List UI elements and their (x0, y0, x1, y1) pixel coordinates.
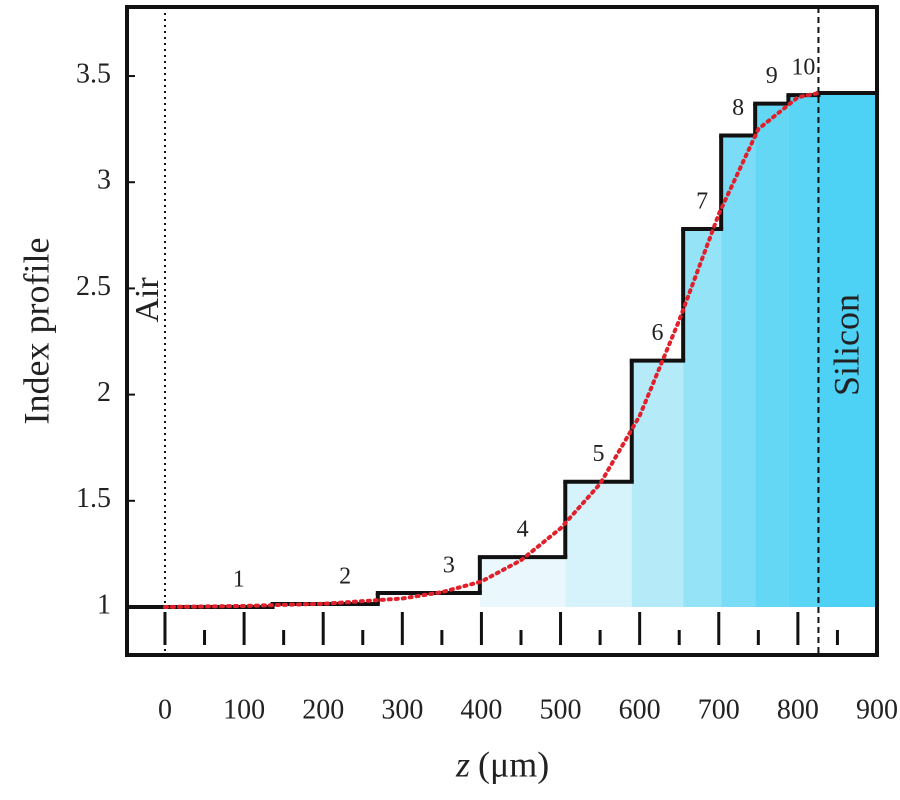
y-tick-label: 3 (97, 165, 111, 196)
layer-fill (721, 135, 756, 607)
x-tick-label: 0 (158, 694, 172, 725)
layer-label: 8 (732, 95, 744, 121)
y-tick-label: 2 (97, 377, 111, 408)
x-tick-label: 200 (302, 694, 344, 725)
layer-label: 5 (593, 441, 605, 467)
layer-label: 1 (233, 567, 245, 593)
y-tick-label: 2.5 (76, 271, 111, 302)
layer-label: 9 (766, 63, 778, 89)
layer-label: 3 (443, 552, 455, 578)
layer-label: 4 (517, 517, 529, 543)
x-tick-label: 400 (460, 694, 502, 725)
layer-label: 2 (339, 564, 351, 590)
air-label: Air (129, 277, 166, 323)
layer-fill (565, 481, 632, 607)
layer-fill (631, 360, 684, 607)
x-tick-label: 900 (856, 694, 898, 725)
profile-curve (162, 91, 821, 609)
layer-fill (683, 228, 722, 607)
y-tick-label: 3.5 (76, 58, 111, 89)
x-tick-label: 700 (698, 694, 740, 725)
y-tick-label: 1 (97, 589, 111, 620)
plot-frame (125, 5, 879, 657)
x-tick-label: 600 (619, 694, 661, 725)
x-tick-label: 800 (777, 694, 819, 725)
x-axis-unit: (μm) (478, 744, 549, 784)
layer-label: 10 (791, 55, 815, 81)
x-tick-label: 500 (540, 694, 582, 725)
layer-label: 6 (651, 320, 663, 346)
layer-fill (755, 103, 789, 607)
layer-label: 7 (696, 188, 708, 214)
layer-fill (788, 95, 819, 607)
x-tick-label: 300 (381, 694, 423, 725)
x-tick-label: 100 (223, 694, 265, 725)
layer-fill (479, 557, 566, 607)
y-axis-label: Index profile (16, 238, 56, 425)
layer-fill (818, 93, 877, 607)
y-tick-label: 1.5 (76, 483, 111, 514)
x-axis-variable: z (455, 744, 470, 784)
silicon-label: Silicon (826, 294, 866, 396)
